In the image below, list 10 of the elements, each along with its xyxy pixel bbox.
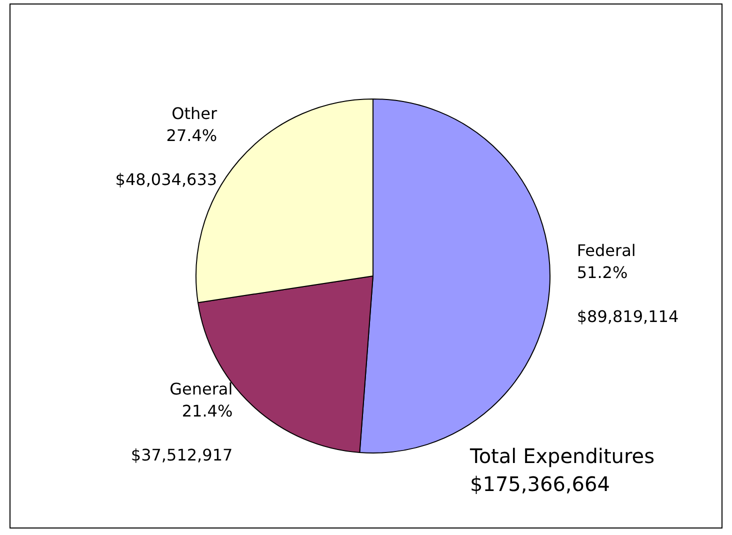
slice-label: Federal — [576, 241, 636, 260]
data-label: 21.4% — [182, 401, 233, 420]
text: $37,512,917 — [130, 445, 233, 464]
text: Total Expenditures $175,366,664 — [469, 444, 654, 496]
data-label: 51.2% — [576, 263, 628, 282]
slice-label: Other — [172, 104, 218, 123]
slice-label: General — [170, 379, 233, 398]
data-label: 27.4% — [166, 126, 218, 145]
text: $89,819,114 — [576, 307, 679, 326]
text: $48,034,633 — [115, 170, 218, 189]
